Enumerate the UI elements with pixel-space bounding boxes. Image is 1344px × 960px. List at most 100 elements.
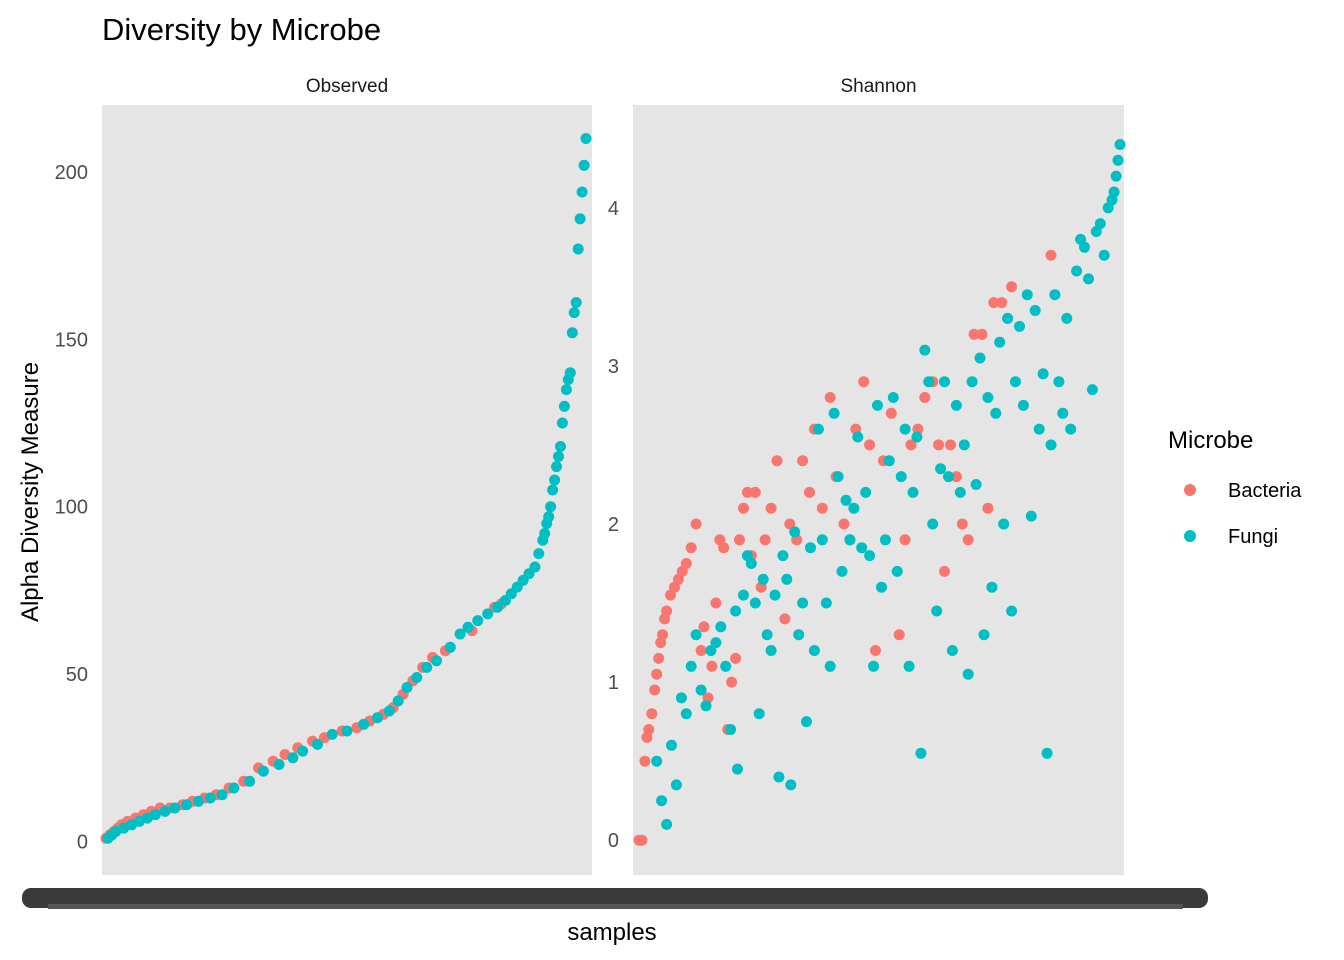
panel-background-observed: [102, 105, 592, 875]
point-fungi: [824, 660, 836, 672]
point-fungi: [149, 809, 161, 821]
point-fungi: [341, 725, 353, 737]
point-fungi: [970, 479, 982, 490]
point-bacteria: [710, 597, 722, 609]
point-fungi: [547, 484, 559, 496]
point-fungi: [868, 660, 880, 672]
point-fungi: [769, 589, 781, 601]
point-fungi: [169, 802, 181, 814]
point-fungi: [568, 307, 580, 319]
point-fungi: [181, 799, 193, 811]
point-fungi: [675, 692, 687, 704]
point-fungi: [1045, 439, 1057, 451]
point-fungi: [797, 597, 809, 609]
point-bacteria: [905, 439, 917, 451]
point-fungi: [1041, 747, 1053, 759]
point-fungi: [895, 471, 907, 483]
point-fungi: [923, 376, 935, 388]
point-bacteria: [651, 668, 663, 680]
point-fungi: [856, 542, 868, 554]
y-tick-label-observed: 50: [66, 664, 88, 686]
point-fungi: [1010, 376, 1021, 388]
point-fungi: [533, 548, 545, 560]
y-tick-label-observed: 0: [77, 832, 88, 854]
point-fungi: [666, 739, 677, 751]
point-bacteria: [893, 629, 905, 641]
point-bacteria: [643, 724, 655, 735]
point-fungi: [785, 779, 797, 791]
point-fungi: [990, 407, 1002, 419]
point-bacteria: [759, 534, 771, 546]
point-bacteria: [657, 629, 669, 641]
point-fungi: [228, 782, 240, 794]
point-fungi: [710, 637, 722, 649]
point-fungi: [757, 573, 769, 585]
point-fungi: [1021, 289, 1033, 301]
point-bacteria: [816, 502, 828, 514]
point-fungi: [556, 417, 568, 429]
y-tick-label-observed: 100: [55, 497, 88, 519]
y-tick-label-observed: 200: [55, 162, 88, 184]
point-bacteria: [885, 407, 897, 419]
point-fungi: [273, 759, 285, 770]
point-fungi: [966, 376, 978, 388]
point-fungi: [287, 752, 299, 764]
point-fungi: [651, 755, 663, 767]
point-fungi: [1014, 320, 1025, 332]
point-bacteria: [690, 518, 702, 530]
point-fungi: [891, 565, 903, 577]
point-fungi: [312, 738, 323, 750]
point-fungi: [1110, 170, 1122, 182]
point-fungi: [1049, 289, 1061, 301]
point-bacteria: [685, 542, 697, 554]
point-fungi: [545, 501, 557, 513]
point-fungi: [326, 728, 338, 740]
point-fungi: [887, 392, 899, 403]
point-fungi: [789, 526, 801, 538]
point-fungi: [836, 565, 848, 577]
y-tick-label-shannon: 1: [608, 672, 619, 694]
point-bacteria: [797, 455, 809, 467]
point-fungi: [680, 708, 692, 720]
panel-shannon: Shannon 0 1 2 3 4: [608, 76, 1126, 875]
point-fungi: [1002, 312, 1014, 324]
legend-label-bacteria: Bacteria: [1228, 480, 1302, 502]
point-fungi: [720, 660, 732, 672]
point-fungi: [695, 684, 707, 696]
point-bacteria: [858, 376, 870, 388]
point-fungi: [749, 597, 761, 609]
point-bacteria: [738, 502, 749, 514]
point-bacteria: [734, 534, 745, 546]
point-fungi: [159, 805, 171, 817]
points-shannon: [633, 139, 1126, 846]
point-bacteria: [996, 297, 1008, 309]
point-fungi: [1029, 305, 1041, 316]
panel-observed: Observed 0 50 100 150 200: [55, 76, 592, 875]
legend-key-bacteria: [1184, 484, 1196, 496]
point-fungi: [828, 407, 840, 419]
y-tick-label-shannon: 0: [608, 830, 619, 852]
point-fungi: [883, 455, 895, 467]
point-fungi: [1112, 154, 1124, 166]
point-fungi: [383, 705, 395, 717]
point-fungi: [1025, 510, 1037, 522]
point-bacteria: [982, 502, 994, 514]
point-fungi: [943, 471, 954, 483]
point-fungi: [549, 474, 561, 486]
point-fungi: [656, 795, 668, 807]
point-fungi: [777, 550, 789, 562]
y-tick-label-observed: 150: [55, 329, 88, 351]
point-bacteria: [939, 565, 950, 577]
x-tick-label-smear-lower: [48, 904, 1183, 909]
point-fungi: [982, 392, 994, 403]
point-fungi: [564, 367, 576, 379]
point-fungi: [793, 629, 805, 641]
point-fungi: [994, 336, 1006, 348]
point-bacteria: [968, 328, 980, 340]
point-fungi: [1108, 186, 1120, 198]
x-axis-label: samples: [567, 919, 656, 946]
x-tick-labels-overplotted: [22, 888, 1208, 909]
point-fungi: [715, 621, 727, 633]
point-fungi: [411, 672, 423, 683]
